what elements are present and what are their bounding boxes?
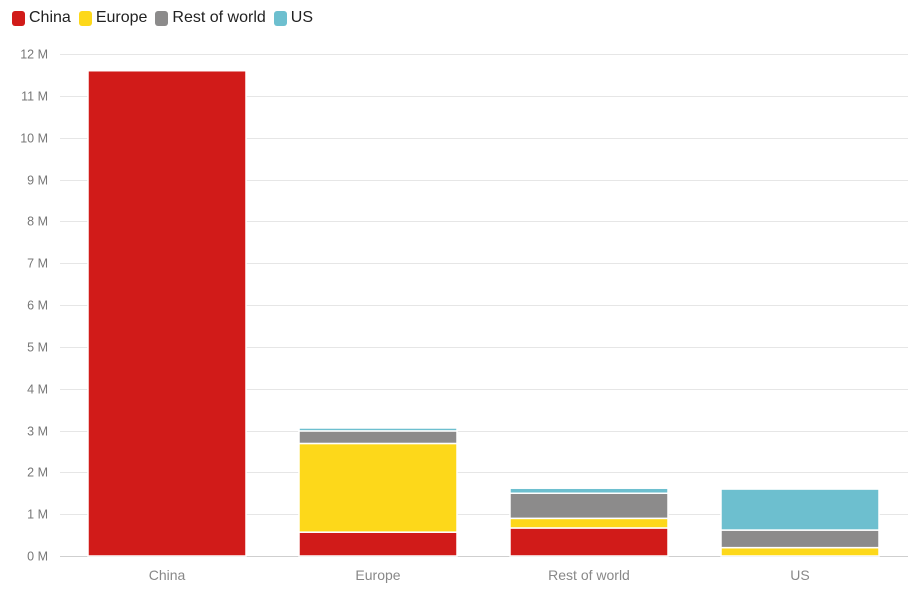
bars: [87, 69, 880, 557]
legend-item-china[interactable]: China: [12, 9, 71, 27]
x-tick-label-rest-of-world: Rest of world: [548, 567, 630, 583]
bar-rest-of-world-us[interactable]: [509, 487, 669, 495]
y-tick-label: 1 M: [27, 508, 48, 522]
bar-us-us[interactable]: [720, 488, 880, 531]
legend-item-rest-of-world[interactable]: Rest of world: [155, 9, 266, 27]
x-tick-label-europe: Europe: [355, 567, 400, 583]
bar-europe-us[interactable]: [298, 427, 458, 432]
legend: China Europe Rest of world US: [12, 6, 313, 30]
legend-swatch: [155, 10, 169, 26]
y-tick-label: 4 M: [27, 383, 48, 397]
bar-europe-europe[interactable]: [298, 442, 458, 533]
y-tick-label: 0 M: [27, 550, 48, 564]
x-tick-label-us: US: [790, 567, 809, 583]
y-tick-label: 7 M: [27, 257, 48, 271]
y-tick-label: 9 M: [27, 174, 48, 188]
legend-swatch: [12, 10, 25, 26]
bar-europe-china[interactable]: [298, 531, 458, 557]
bar-rest-of-world-china[interactable]: [509, 527, 669, 557]
legend-item-us[interactable]: US: [273, 9, 314, 27]
y-tick-label: 10 M: [20, 132, 48, 146]
bar-rest-of-world-rest-of-world[interactable]: [509, 492, 669, 520]
y-axis: 0 M 1 M 2 M 3 M 4 M 5 M 6 M 7 M 8 M 9 M 10 M 11 M 12…: [20, 48, 48, 564]
legend-swatch: [273, 10, 287, 26]
legend-label: US: [290, 9, 314, 26]
y-tick-label: 12 M: [20, 48, 48, 62]
bar-china-china[interactable]: [87, 69, 247, 557]
y-tick-label: 11 M: [21, 90, 48, 104]
legend-label: Rest of world: [172, 9, 266, 26]
legend-swatch: [78, 10, 92, 26]
bar-rest-of-world-europe[interactable]: [509, 517, 669, 529]
x-tick-label-china: China: [149, 567, 186, 583]
bar-europe-rest-of-world[interactable]: [298, 430, 458, 445]
y-tick-label: 3 M: [27, 425, 48, 439]
y-tick-label: 2 M: [27, 466, 48, 480]
y-tick-label: 5 M: [27, 341, 48, 355]
legend-item-europe[interactable]: Europe: [78, 9, 148, 27]
x-axis: China Europe Rest of world US: [149, 567, 810, 583]
legend-label: China: [29, 9, 71, 26]
legend-label: Europe: [95, 9, 148, 26]
y-tick-label: 6 M: [27, 299, 48, 313]
bar-us-rest-of-world[interactable]: [720, 529, 880, 549]
y-tick-label: 8 M: [27, 215, 48, 229]
bar-us-europe[interactable]: [720, 546, 880, 557]
